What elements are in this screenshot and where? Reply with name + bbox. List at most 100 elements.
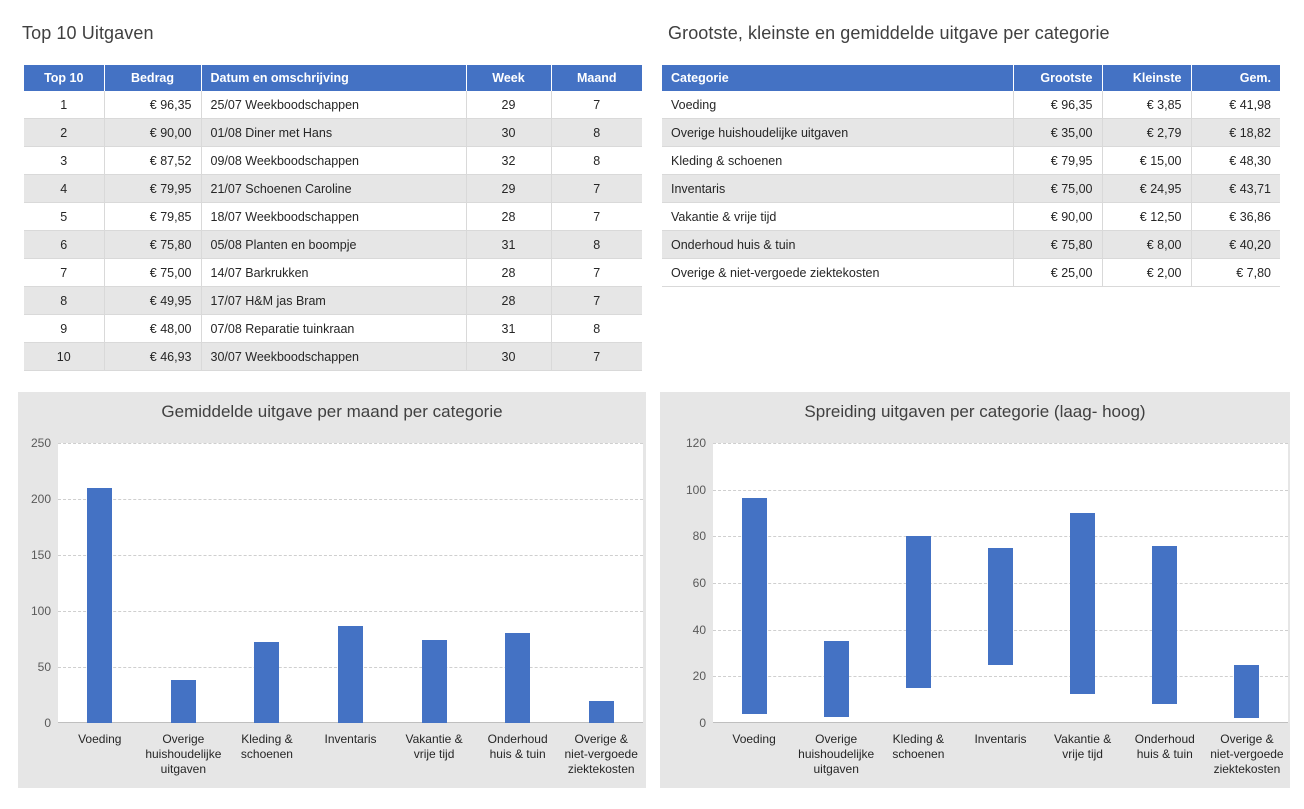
table-row[interactable]: Onderhoud huis & tuin € 75,80 € 8,00 € 40,2… <box>662 230 1280 259</box>
chart-bar[interactable] <box>823 641 849 717</box>
y-axis-tick-label: 80 <box>692 529 706 544</box>
cell-description: 01/08 Diner met Hans <box>201 118 467 147</box>
cell-rank: 10 <box>24 342 105 371</box>
table-row[interactable]: Inventaris € 75,00 € 24,95 € 43,71 <box>662 174 1280 203</box>
cell-largest: € 96,35 <box>1013 91 1103 119</box>
y-axis-tick-label: 250 <box>30 436 51 450</box>
cell-category: Onderhoud huis & tuin <box>662 230 1014 259</box>
chart-bar[interactable] <box>1152 546 1178 705</box>
column-header-average[interactable]: Gem. <box>1191 65 1280 91</box>
cell-largest: € 75,80 <box>1013 230 1103 259</box>
table-row[interactable]: Voeding € 96,35 € 3,85 € 41,98 <box>662 91 1280 119</box>
cell-week: 31 <box>466 230 552 259</box>
cell-week: 30 <box>466 118 552 147</box>
chart-bar[interactable] <box>741 498 767 715</box>
x-axis-tick-label: Vakantie & vrije tijd <box>405 732 463 761</box>
chart-bar[interactable] <box>87 487 113 723</box>
chart-panel-average-per-month: Gemiddelde uitgave per maand per categor… <box>18 392 646 788</box>
cell-description: 17/07 H&M jas Bram <box>201 286 467 315</box>
chart-bar[interactable] <box>1070 513 1096 694</box>
cell-average: € 40,20 <box>1191 230 1280 259</box>
column-header-month[interactable]: Maand <box>551 65 642 91</box>
column-header-smallest[interactable]: Kleinste <box>1102 65 1192 91</box>
x-axis-tick-label: Inventaris <box>974 732 1027 746</box>
table-row[interactable]: 3 € 87,52 09/08 Weekboodschappen 32 8 <box>24 146 642 175</box>
y-axis-tick-label: 120 <box>685 436 706 450</box>
table-row[interactable]: 8 € 49,95 17/07 H&M jas Bram 28 7 <box>24 286 642 315</box>
cell-month: 7 <box>551 286 642 315</box>
x-axis-tick-label: Overige & niet-vergoede ziektekosten <box>564 732 638 776</box>
table-header-row: Top 10 Bedrag Datum en omschrijving Week… <box>24 65 642 91</box>
cell-amount: € 49,95 <box>104 286 202 315</box>
chart-bar[interactable] <box>421 640 447 723</box>
cell-rank: 7 <box>24 258 105 287</box>
table-row[interactable]: 7 € 75,00 14/07 Barkrukken 28 7 <box>24 258 642 287</box>
chart-bar[interactable] <box>988 548 1013 665</box>
cell-month: 7 <box>551 174 642 203</box>
plot-area: 0 50 100 150 200 250 Voeding Overige huishoudel… <box>31 436 643 776</box>
gridline <box>713 443 1288 444</box>
cell-month: 7 <box>551 202 642 231</box>
cell-description: 21/07 Schoenen Caroline <box>201 174 467 203</box>
column-header-largest[interactable]: Grootste <box>1013 65 1103 91</box>
chart-bar[interactable] <box>588 700 614 723</box>
chart-title: Gemiddelde uitgave per maand per categor… <box>161 402 503 421</box>
cell-description: 05/08 Planten en boompje <box>201 230 467 259</box>
table-row[interactable]: 4 € 79,95 21/07 Schoenen Caroline 29 7 <box>24 174 642 203</box>
cell-week: 28 <box>466 258 552 287</box>
cell-rank: 1 <box>24 91 105 119</box>
table-row[interactable]: 10 € 46,93 30/07 Weekboodschappen 30 7 <box>24 342 642 371</box>
column-header-week[interactable]: Week <box>466 65 552 91</box>
table-row[interactable]: 6 € 75,80 05/08 Planten en boompje 31 8 <box>24 230 642 259</box>
cell-description: 30/07 Weekboodschappen <box>201 342 467 371</box>
column-header-description[interactable]: Datum en omschrijving <box>201 65 467 91</box>
table-row[interactable]: Kleding & schoenen € 79,95 € 15,00 € 48,30 <box>662 146 1280 175</box>
cell-month: 7 <box>551 258 642 287</box>
cell-week: 28 <box>466 286 552 315</box>
cell-amount: € 75,80 <box>104 230 202 259</box>
page-title-top10: Top 10 Uitgaven <box>22 23 154 43</box>
cell-category: Voeding <box>662 91 1014 119</box>
cell-rank: 4 <box>24 174 105 203</box>
cell-rank: 8 <box>24 286 105 315</box>
x-axis-tick-label: Overige huishoudelijke uitgaven <box>798 732 875 776</box>
chart-bar[interactable] <box>254 642 280 723</box>
column-header-category[interactable]: Categorie <box>662 65 1014 91</box>
cell-category: Vakantie & vrije tijd <box>662 202 1014 231</box>
cell-smallest: € 2,79 <box>1102 118 1192 147</box>
chart-bar[interactable] <box>1234 664 1260 719</box>
table-row[interactable]: Overige huishoudelijke uitgaven € 35,00 € … <box>662 118 1280 147</box>
chart-bar[interactable] <box>338 625 363 723</box>
gridline <box>58 499 643 500</box>
cell-month: 8 <box>551 314 642 343</box>
cell-average: € 41,98 <box>1191 91 1280 119</box>
cell-amount: € 48,00 <box>104 314 202 343</box>
y-axis-tick-label: 50 <box>37 660 51 674</box>
column-header-rank[interactable]: Top 10 <box>24 65 105 91</box>
x-axis-tick-label: Onderhoud huis & tuin <box>487 732 548 761</box>
cell-largest: € 35,00 <box>1013 118 1103 147</box>
cell-rank: 6 <box>24 230 105 259</box>
chart-bar[interactable] <box>170 680 196 723</box>
cell-smallest: € 15,00 <box>1102 146 1192 175</box>
cell-category: Kleding & schoenen <box>662 146 1014 175</box>
gridline <box>58 555 643 556</box>
column-header-amount[interactable]: Bedrag <box>104 65 202 91</box>
table-row[interactable]: 2 € 90,00 01/08 Diner met Hans 30 8 <box>24 118 642 147</box>
chart-bar[interactable] <box>505 633 531 723</box>
table-row[interactable]: 1 € 96,35 25/07 Weekboodschappen 29 7 <box>24 91 642 119</box>
cell-smallest: € 24,95 <box>1102 174 1192 203</box>
chart-title: Spreiding uitgaven per categorie (laag- … <box>804 402 1146 421</box>
chart-bar[interactable] <box>905 536 931 688</box>
table-row[interactable]: 5 € 79,85 18/07 Weekboodschappen 28 7 <box>24 202 642 231</box>
category-stats-table: Categorie Grootste Kleinste Gem. Voeding… <box>662 65 1280 287</box>
table-row[interactable]: Overige & niet-vergoede ziektekosten € 25… <box>662 258 1280 287</box>
cell-rank: 5 <box>24 202 105 231</box>
y-axis-tick-label: 60 <box>692 576 706 590</box>
y-axis-tick-label: 0 <box>699 716 706 730</box>
table-row[interactable]: Vakantie & vrije tijd € 90,00 € 12,50 € 36,… <box>662 202 1280 231</box>
table-row[interactable]: 9 € 48,00 07/08 Reparatie tuinkraan 31 8 <box>24 314 642 343</box>
cell-rank: 2 <box>24 118 105 147</box>
cell-month: 8 <box>551 230 642 259</box>
x-axis-tick-label: Onderhoud huis & tuin <box>1134 732 1195 761</box>
